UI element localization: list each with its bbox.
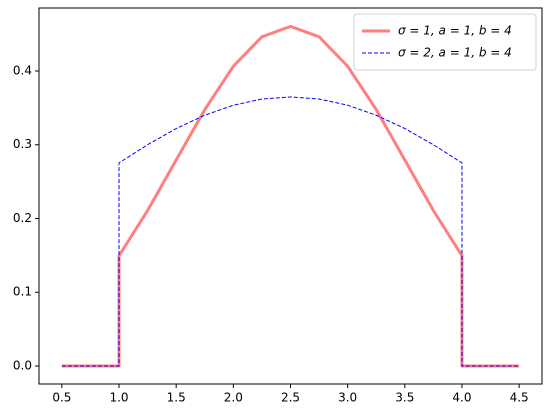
legend-label: σ = 1, a = 1, b = 4 <box>398 24 512 38</box>
x-tick-label: 2.5 <box>281 391 300 405</box>
x-tick-label: 1.0 <box>109 391 128 405</box>
x-tick-label: 0.5 <box>52 391 71 405</box>
x-tick-label: 3.0 <box>338 391 357 405</box>
x-tick-label: 4.0 <box>452 391 471 405</box>
legend-box <box>353 13 537 71</box>
legend: σ = 1, a = 1, b = 4 σ = 2, a = 1, b = 4 <box>353 13 537 71</box>
y-tick-label: 0.0 <box>13 359 32 373</box>
series-line <box>61 24 520 368</box>
plot-frame <box>38 7 543 385</box>
series-line <box>61 96 520 367</box>
x-tick-label: 4.5 <box>510 391 529 405</box>
x-tick-label: 3.5 <box>395 391 414 405</box>
y-tick-label: 0.4 <box>13 63 32 77</box>
y-tick-label: 0.1 <box>13 285 32 299</box>
x-tick-label: 2.0 <box>224 391 243 405</box>
y-tick-label: 0.2 <box>13 211 32 225</box>
x-tick-label: 1.5 <box>167 391 186 405</box>
legend-label: σ = 2, a = 1, b = 4 <box>398 46 512 60</box>
y-tick-label: 0.3 <box>13 137 32 151</box>
